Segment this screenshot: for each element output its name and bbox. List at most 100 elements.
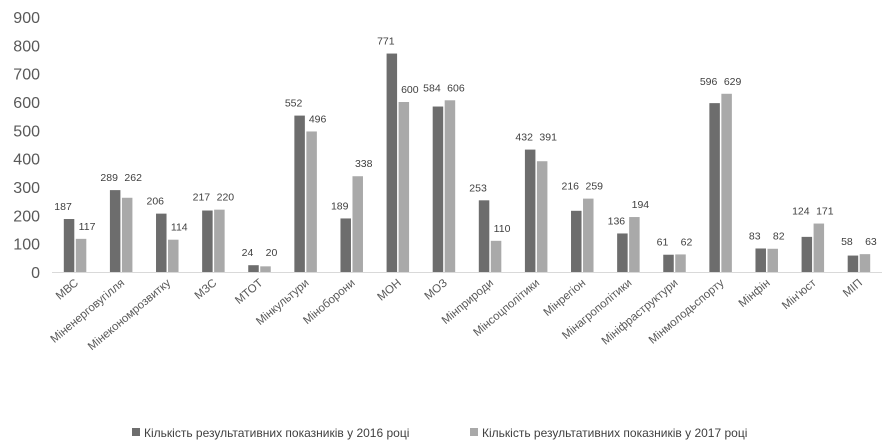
x-tick-label: МТОТ — [233, 277, 265, 307]
x-tick-label: Мінфін — [737, 277, 773, 310]
data-label-2017: 496 — [309, 113, 327, 125]
bar-2017 — [214, 209, 225, 272]
data-label-2016: 596 — [700, 76, 718, 88]
bar-2016 — [617, 233, 628, 272]
bar-2017 — [444, 100, 456, 272]
bar-2017 — [260, 266, 271, 272]
bar-2016 — [386, 53, 398, 272]
data-label-2016: 432 — [515, 132, 533, 144]
data-label-2017: 82 — [773, 230, 785, 242]
data-label-2017: 114 — [171, 222, 188, 234]
y-tick-label: 0 — [31, 265, 40, 282]
y-tick-label: 700 — [13, 67, 40, 84]
y-tick-label: 200 — [13, 208, 40, 225]
y-axis: 0 100 200 300 400 500 600 700 800 900 — [13, 10, 40, 282]
bar-2016 — [847, 255, 859, 272]
y-tick-label: 800 — [13, 38, 40, 55]
y-tick-label: 100 — [13, 237, 40, 254]
data-label-2016: 289 — [100, 172, 118, 184]
y-tick-label: 400 — [13, 152, 40, 169]
data-label-2017: 259 — [586, 181, 604, 193]
data-label-2017: 220 — [217, 192, 235, 204]
data-label-2016: 771 — [377, 36, 395, 48]
legend: Кількість результативних показників у 20… — [132, 426, 747, 440]
bar-2016 — [340, 218, 351, 272]
data-label-2017: 194 — [632, 199, 650, 211]
legend-label: Кількість результативних показників у 20… — [482, 426, 747, 440]
bar-2016 — [571, 210, 582, 272]
data-label-2016: 217 — [193, 192, 211, 204]
data-label-2017: 171 — [816, 206, 834, 218]
data-label-2016: 552 — [285, 98, 303, 110]
bar-2017 — [121, 197, 133, 272]
data-label-2016: 253 — [469, 182, 487, 194]
bar-2017 — [398, 102, 410, 272]
bar-2017 — [352, 176, 363, 272]
bar-2017 — [306, 131, 317, 272]
x-tick-label: Мініфраструктури — [600, 277, 681, 347]
data-label-2016: 83 — [749, 230, 761, 242]
x-tick-label: Мін'юст — [780, 277, 819, 313]
bar-2017 — [536, 161, 548, 272]
bar-2016 — [156, 213, 167, 272]
bar-2016 — [294, 115, 305, 272]
x-tick-label: Мінмолодьспорту — [647, 277, 727, 347]
bar-2017 — [629, 217, 640, 272]
bar-2017 — [75, 238, 87, 272]
y-tick-label: 300 — [13, 180, 40, 197]
data-label-2017: 63 — [865, 236, 877, 248]
data-label-2017: 629 — [724, 76, 742, 88]
legend-swatch — [132, 428, 140, 436]
bar-2016 — [755, 248, 766, 272]
data-label-2016: 61 — [657, 236, 669, 248]
data-label-2017: 606 — [447, 82, 465, 94]
bar-2016 — [663, 254, 674, 272]
data-label-2016: 187 — [54, 201, 72, 213]
data-label-2016: 58 — [841, 236, 853, 248]
bar-2016 — [478, 200, 490, 272]
bar-2017 — [859, 254, 871, 272]
bar-2016 — [202, 210, 213, 272]
x-tick-label: Мінрегіон — [542, 277, 589, 319]
bar-2016 — [109, 190, 121, 272]
data-label-2017: 62 — [681, 236, 693, 248]
y-tick-label: 600 — [13, 95, 40, 112]
x-tick-label: МІП — [841, 277, 865, 300]
data-label-2016: 124 — [792, 206, 810, 218]
x-tick-label: МЗС — [193, 277, 220, 302]
bar-2017 — [721, 93, 732, 273]
y-tick-label: 500 — [13, 123, 40, 140]
data-label-2017: 262 — [124, 172, 142, 184]
x-tick-label: МОЗ — [423, 277, 450, 303]
data-label-2017: 110 — [494, 223, 511, 235]
data-label-2017: 20 — [266, 247, 278, 259]
bar-2016 — [63, 219, 75, 272]
bars: 187 117 289 262 206 114 217 220 24 20 552 496 189 338… — [54, 36, 877, 273]
bar-2016 — [432, 106, 444, 273]
legend-label: Кількість результативних показників у 20… — [144, 426, 409, 440]
bar-2017 — [767, 248, 778, 272]
data-label-2016: 216 — [562, 181, 580, 193]
bar-2017 — [583, 198, 594, 272]
bar-2016 — [248, 265, 259, 272]
bar-2017 — [813, 223, 825, 272]
y-tick-label: 900 — [13, 10, 40, 27]
bar-2016 — [801, 236, 813, 272]
bar-2016 — [709, 103, 720, 272]
data-label-2017: 600 — [401, 84, 419, 96]
legend-swatch — [470, 428, 478, 436]
data-label-2016: 136 — [608, 215, 626, 227]
data-label-2017: 391 — [539, 132, 557, 144]
data-label-2016: 584 — [423, 82, 441, 94]
bar-2016 — [524, 149, 536, 272]
data-label-2016: 189 — [331, 200, 349, 212]
x-tick-label: МОН — [375, 277, 403, 303]
bar-2017 — [490, 240, 502, 272]
x-tick-label: Мінекономрозвитку — [86, 277, 173, 353]
data-label-2017: 338 — [355, 158, 373, 170]
data-label-2016: 24 — [242, 247, 254, 259]
data-label-2016: 206 — [147, 196, 165, 208]
bar-2017 — [675, 254, 686, 272]
